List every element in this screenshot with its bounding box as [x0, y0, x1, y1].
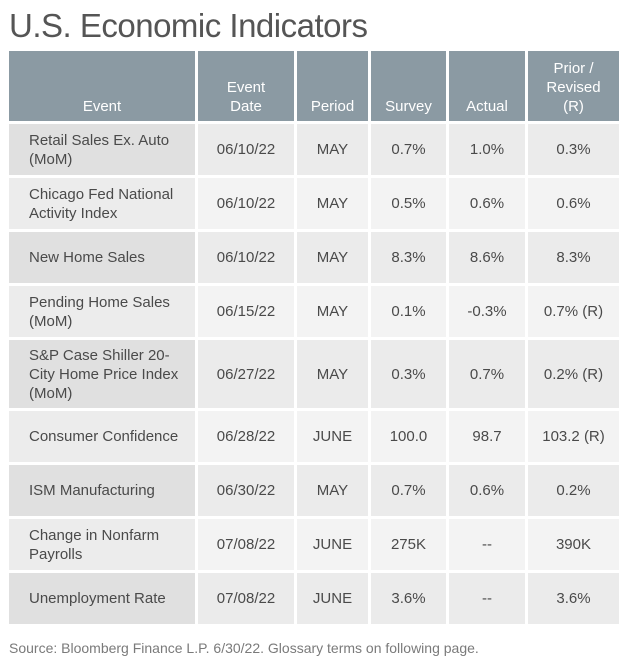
header-event-date: Event Date	[198, 51, 294, 121]
cell-period: MAY	[297, 465, 368, 516]
cell-actual: --	[449, 573, 525, 624]
cell-period: MAY	[297, 232, 368, 283]
header-period: Period	[297, 51, 368, 121]
cell-event: Change in Nonfarm Payrolls	[9, 519, 195, 570]
cell-period: MAY	[297, 124, 368, 175]
cell-actual: 1.0%	[449, 124, 525, 175]
cell-date: 06/10/22	[198, 124, 294, 175]
cell-actual: -0.3%	[449, 286, 525, 337]
cell-survey: 0.3%	[371, 340, 446, 408]
economic-indicators-table: Event Event Date Period Survey Actual Pr…	[6, 48, 622, 627]
table-row: Retail Sales Ex. Auto (MoM) 06/10/22 MAY…	[9, 124, 619, 175]
cell-actual: 0.6%	[449, 465, 525, 516]
cell-survey: 100.0	[371, 411, 446, 462]
cell-prior: 0.2% (R)	[528, 340, 619, 408]
header-event: Event	[9, 51, 195, 121]
cell-period: MAY	[297, 178, 368, 229]
cell-date: 07/08/22	[198, 573, 294, 624]
cell-prior: 103.2 (R)	[528, 411, 619, 462]
table-header-row: Event Event Date Period Survey Actual Pr…	[9, 51, 619, 121]
cell-event: Unemployment Rate	[9, 573, 195, 624]
table-row: Pending Home Sales (MoM) 06/15/22 MAY 0.…	[9, 286, 619, 337]
cell-prior: 0.7% (R)	[528, 286, 619, 337]
cell-prior: 8.3%	[528, 232, 619, 283]
cell-prior: 390K	[528, 519, 619, 570]
cell-event: Consumer Confidence	[9, 411, 195, 462]
table-row: Change in Nonfarm Payrolls 07/08/22 JUNE…	[9, 519, 619, 570]
header-event-date-label: Event Date	[226, 79, 266, 115]
cell-period: MAY	[297, 286, 368, 337]
table-row: S&P Case Shiller 20-City Home Price Inde…	[9, 340, 619, 408]
header-survey: Survey	[371, 51, 446, 121]
cell-event: S&P Case Shiller 20-City Home Price Inde…	[9, 340, 195, 408]
cell-actual: 8.6%	[449, 232, 525, 283]
cell-actual: --	[449, 519, 525, 570]
cell-actual: 98.7	[449, 411, 525, 462]
cell-survey: 0.7%	[371, 465, 446, 516]
cell-date: 06/15/22	[198, 286, 294, 337]
cell-actual: 0.7%	[449, 340, 525, 408]
cell-date: 06/30/22	[198, 465, 294, 516]
cell-event: ISM Manufacturing	[9, 465, 195, 516]
table-row: ISM Manufacturing 06/30/22 MAY 0.7% 0.6%…	[9, 465, 619, 516]
cell-actual: 0.6%	[449, 178, 525, 229]
header-prior-revised-label: Prior / Revised (R)	[546, 60, 601, 115]
source-note: Source: Bloomberg Finance L.P. 6/30/22. …	[9, 640, 479, 656]
cell-event: Pending Home Sales (MoM)	[9, 286, 195, 337]
cell-date: 07/08/22	[198, 519, 294, 570]
cell-period: JUNE	[297, 519, 368, 570]
table-row: New Home Sales 06/10/22 MAY 8.3% 8.6% 8.…	[9, 232, 619, 283]
cell-survey: 275K	[371, 519, 446, 570]
cell-date: 06/28/22	[198, 411, 294, 462]
table-row: Chicago Fed National Activity Index 06/1…	[9, 178, 619, 229]
cell-date: 06/10/22	[198, 178, 294, 229]
cell-prior: 0.3%	[528, 124, 619, 175]
cell-event: Chicago Fed National Activity Index	[9, 178, 195, 229]
cell-survey: 0.5%	[371, 178, 446, 229]
cell-period: MAY	[297, 340, 368, 408]
cell-period: JUNE	[297, 573, 368, 624]
cell-survey: 0.7%	[371, 124, 446, 175]
page-title: U.S. Economic Indicators	[9, 7, 368, 44]
cell-period: JUNE	[297, 411, 368, 462]
cell-prior: 0.2%	[528, 465, 619, 516]
header-actual: Actual	[449, 51, 525, 121]
cell-prior: 3.6%	[528, 573, 619, 624]
cell-event: New Home Sales	[9, 232, 195, 283]
cell-survey: 3.6%	[371, 573, 446, 624]
cell-survey: 0.1%	[371, 286, 446, 337]
table-row: Unemployment Rate 07/08/22 JUNE 3.6% -- …	[9, 573, 619, 624]
cell-survey: 8.3%	[371, 232, 446, 283]
cell-prior: 0.6%	[528, 178, 619, 229]
header-prior-revised: Prior / Revised (R)	[528, 51, 619, 121]
cell-date: 06/10/22	[198, 232, 294, 283]
cell-event: Retail Sales Ex. Auto (MoM)	[9, 124, 195, 175]
table-row: Consumer Confidence 06/28/22 JUNE 100.0 …	[9, 411, 619, 462]
cell-date: 06/27/22	[198, 340, 294, 408]
